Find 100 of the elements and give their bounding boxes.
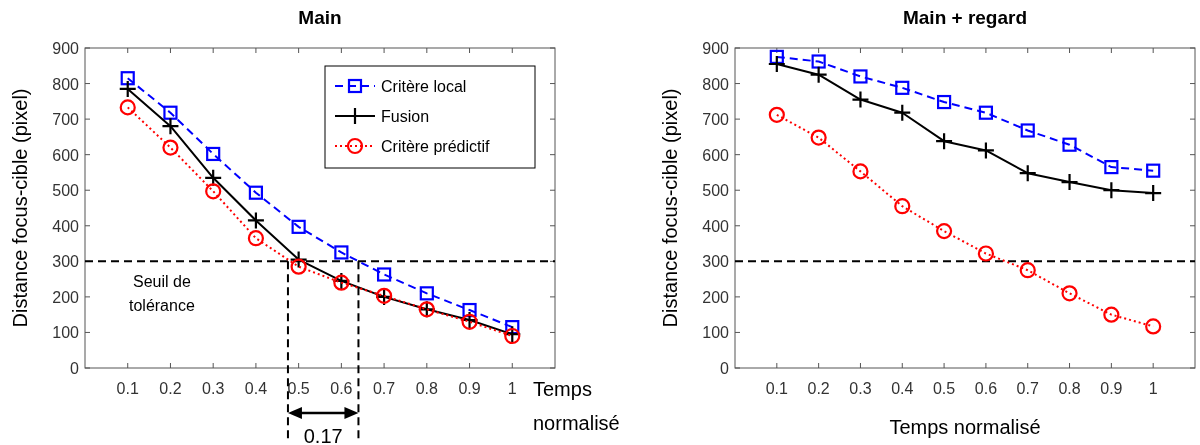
y-tick-label: 800 (702, 75, 730, 93)
y-tick-label: 400 (52, 217, 80, 235)
point (851, 90, 870, 109)
legend-label: Critère prédictif (381, 138, 491, 155)
point (768, 106, 785, 123)
x-tick-label: 0.7 (372, 380, 396, 397)
y-tick-label: 900 (702, 40, 730, 57)
point (1146, 163, 1161, 178)
point (1060, 172, 1079, 192)
point (811, 54, 826, 69)
y-tick-label: 700 (52, 111, 80, 129)
point (204, 168, 223, 187)
point (246, 211, 266, 230)
x-tick-label: 1 (507, 380, 517, 397)
point (505, 320, 520, 335)
point (977, 245, 995, 262)
point (290, 258, 307, 275)
point (1104, 160, 1119, 175)
x-tick-label: 0.6 (974, 380, 998, 397)
point (161, 117, 180, 136)
y-tick-label: 100 (702, 324, 730, 342)
y-tick-label: 200 (702, 288, 730, 306)
x-tick-label: 0.3 (202, 380, 225, 397)
point (118, 79, 137, 98)
point (120, 71, 135, 86)
point (1144, 183, 1163, 203)
point (247, 230, 265, 247)
point (376, 267, 392, 282)
y-tick-label: 800 (52, 75, 80, 93)
point (895, 80, 910, 95)
x-tick-label: 0.5 (932, 380, 956, 397)
point (1018, 164, 1037, 183)
y-axis-title: Distance focus-cible (pixel) (659, 88, 681, 328)
y-tick-label: 900 (52, 40, 80, 57)
y-tick-label: 400 (702, 217, 730, 235)
point (1145, 318, 1162, 335)
x-axis-title: Temps normalisé (889, 416, 1041, 438)
y-tick-label: 600 (52, 146, 80, 164)
y-tick-label: 500 (702, 182, 730, 200)
x-tick-label: 0.9 (1100, 380, 1123, 397)
point (810, 129, 827, 146)
point (1062, 137, 1077, 152)
y-axis-title: Distance focus-cible (pixel) (9, 88, 31, 328)
y-tick-label: 200 (52, 288, 80, 306)
point (419, 286, 434, 301)
point (934, 132, 954, 151)
x-tick-label: 0.6 (330, 380, 353, 397)
x-tick-label: 1 (1148, 380, 1158, 397)
y-tick-label: 0 (70, 360, 80, 377)
point (119, 99, 136, 116)
x-tick-label: 0.1 (116, 380, 139, 397)
x-tick-label: 0.8 (415, 380, 439, 397)
chart-title: Main + regard (902, 7, 1028, 28)
y-tick-label: 300 (52, 253, 80, 271)
y-tick-label: 300 (702, 253, 730, 271)
point (1103, 306, 1120, 323)
y-tick-label: 100 (52, 324, 80, 342)
legend-label: Critère local (381, 78, 467, 95)
point (162, 139, 179, 156)
point (894, 198, 911, 215)
point (1019, 262, 1036, 279)
chart-title: Main (298, 7, 342, 28)
x-tick-label: 0.5 (287, 380, 310, 397)
point (767, 54, 786, 74)
x-tick-label: 0.7 (1016, 380, 1039, 397)
point (976, 141, 996, 160)
legend-label: Fusion (381, 108, 430, 125)
text: 0.17 (303, 425, 343, 445)
x-tick-label: 0.1 (765, 380, 789, 397)
point (1102, 181, 1121, 200)
point (291, 219, 306, 234)
point (978, 105, 994, 120)
point (893, 103, 912, 122)
x-tick-label: 0.2 (807, 380, 830, 397)
point (809, 65, 828, 84)
y-tick-label: 700 (702, 111, 730, 129)
point (852, 163, 869, 180)
x-tick-label: 0.2 (159, 380, 182, 397)
point (853, 69, 868, 84)
x-tick-label: 0.4 (891, 380, 914, 397)
point (769, 49, 784, 64)
point (163, 105, 178, 120)
point (248, 185, 264, 200)
point (205, 183, 222, 200)
ref-line-label: Seuil de tolérance (129, 273, 195, 315)
x-tick-label: 0.4 (244, 380, 268, 397)
point (1061, 285, 1078, 302)
x-tick-label: 0.3 (849, 380, 872, 397)
y-tick-label: 600 (702, 146, 730, 164)
x-tick-label: 0.8 (1058, 380, 1081, 397)
y-tick-label: 0 (720, 360, 730, 377)
x-axis-title: Temps normalisé (533, 378, 620, 434)
y-tick-label: 500 (52, 182, 80, 200)
point (289, 250, 308, 269)
point (334, 245, 349, 260)
point (936, 94, 952, 110)
x-tick-label: 0.9 (458, 380, 481, 397)
point (206, 146, 221, 162)
point (462, 302, 477, 318)
point (935, 223, 953, 240)
